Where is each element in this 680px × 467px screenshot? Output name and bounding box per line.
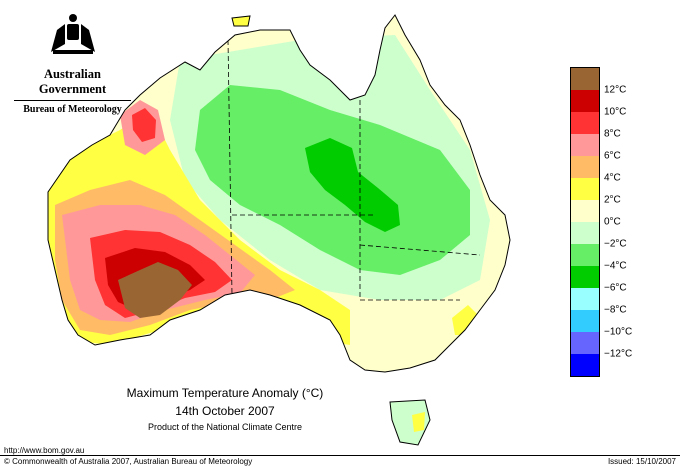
footer-divider: [0, 455, 680, 456]
state-borders: [227, 39, 481, 301]
bureau-name: Bureau of Meteorology: [23, 104, 122, 115]
legend-label: −8°C: [604, 304, 627, 316]
copyright-notice: © Commonwealth of Australia 2007, Austra…: [4, 457, 253, 466]
legend-label: −4°C: [604, 260, 627, 272]
zone-minus6: [305, 138, 400, 232]
tasmania-warm: [412, 412, 425, 432]
legend-swatch: [571, 266, 599, 288]
legend-swatch: [571, 354, 599, 376]
government-logo: Australian Government Bureau of Meteorol…: [10, 10, 135, 115]
legend-label: 6°C: [604, 150, 621, 162]
legend-label: 10°C: [604, 106, 627, 118]
zone-nw-hot: [132, 108, 156, 142]
government-name: Australian Government: [38, 67, 107, 96]
legend-swatch: [571, 310, 599, 332]
legend-label: 12°C: [604, 84, 627, 96]
legend-label: 4°C: [604, 172, 621, 184]
logo-divider: [14, 100, 131, 101]
legend-bar: [570, 67, 600, 377]
legend-swatch: [571, 178, 599, 200]
legend-label: −6°C: [604, 282, 627, 294]
legend-label: 0°C: [604, 216, 621, 228]
island-north: [231, 15, 251, 27]
legend-swatch: [571, 134, 599, 156]
legend-label: 8°C: [604, 128, 621, 140]
legend-swatch: [571, 244, 599, 266]
website-url[interactable]: http://www.bom.gov.au: [4, 446, 85, 455]
map-product: Product of the National Climate Centre: [147, 422, 303, 432]
issued-date: Issued: 15/10/2007: [607, 457, 676, 466]
legend-label: −2°C: [604, 238, 627, 250]
legend-label: −10°C: [604, 326, 633, 338]
map-title: Maximum Temperature Anomaly (°C): [126, 386, 324, 400]
anomaly-contours: [48, 35, 490, 345]
legend-swatch: [571, 90, 599, 112]
legend-swatch: [571, 288, 599, 310]
map-date: 14th October 2007: [175, 404, 275, 418]
tasmania: [389, 399, 431, 446]
legend-swatch: [571, 200, 599, 222]
legend-swatch: [571, 222, 599, 244]
color-legend: 12°C 10°C 8°C 6°C 4°C 2°C 0°C −2°C −4°C −6°C −8°C −…: [570, 67, 632, 377]
legend-swatch: [571, 68, 599, 90]
legend-swatch: [571, 332, 599, 354]
legend-swatch: [571, 156, 599, 178]
map-title-block: Maximum Temperature Anomaly (°C) 14th Oc…: [100, 386, 350, 432]
legend-label: 2°C: [604, 194, 621, 206]
legend-swatch: [571, 112, 599, 134]
coat-of-arms-icon: [50, 14, 95, 54]
legend-label: −12°C: [604, 348, 633, 360]
zone-plus12: [118, 262, 192, 318]
